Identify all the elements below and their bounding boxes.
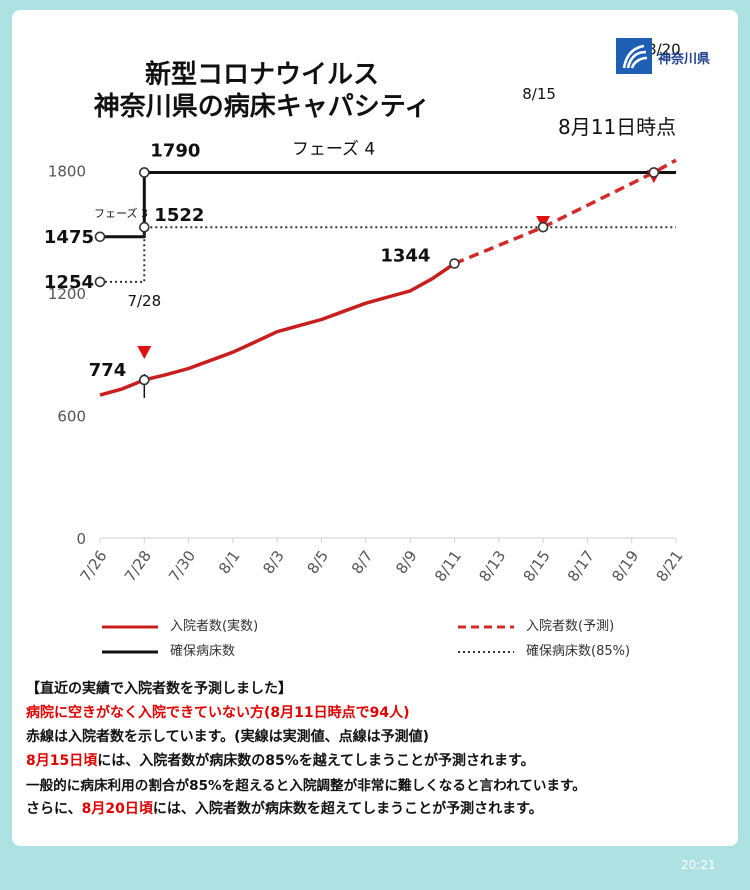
data-point [449,258,460,269]
annotation-label: 774 [89,360,127,381]
notes-line3: 8月15日頃には、入院者数が病床数の85%を越えてしまうことが予測されます。 [26,750,731,770]
annotation-label: 8/15 [522,85,556,103]
legend-label-forecast: 入院者数(予測) [526,619,615,634]
y-tick-label: 1800 [48,162,86,180]
notes-line5-text: には、入院者数が病床数を超えてしまうことが予測されます。 [152,801,543,817]
x-tick-label: 8/21 [653,547,687,585]
annotation-label: 8/20 [647,40,681,58]
annotation-label: 1522 [154,205,204,226]
legend-swatch-actual [102,625,158,629]
y-tick-label: 0 [76,530,86,548]
legend-label-actual: 入院者数(実数) [170,619,259,634]
series-line-0 [99,262,456,397]
x-tick-label: 8/15 [520,547,554,585]
legend-label-beds: 確保病床数 [170,644,236,659]
chart-card: 0 600 1200 1800 7/26 7/28 7/30 8/1 8/3 8/5 8/7 8/9 8… [12,10,738,846]
wave-icon [616,38,652,74]
x-tick-label: 8/11 [431,547,465,585]
notes-line1: 病院に空きがなく入院できていない方(8月11日時点で94人) [26,705,410,721]
notes-line3-date: 8月15日頃 [26,753,98,769]
x-tick-label: 8/7 [348,547,377,577]
y-tick-label: 1200 [48,285,86,303]
annotation-label: 7/28 [127,292,161,310]
y-tick-label: 600 [57,407,86,425]
data-point [139,167,150,178]
annotation-label: フェーズ 4 [292,139,375,159]
legend-swatch-beds [102,650,158,654]
x-tick-label: 8/3 [259,547,288,577]
chart-title-line2: 神奈川県の病床キャパシティ [93,92,431,122]
annotation-label: 1475 [44,227,94,248]
marker-triangle [137,345,152,359]
as-of-date: 8月11日時点 [558,115,677,139]
annotation-label: 1254 [44,272,94,293]
notes-line5-date: 8月20日頃 [81,801,153,817]
series-line-3 [100,226,676,283]
data-point [94,231,106,243]
x-tick-label: 8/1 [215,547,244,577]
data-point [648,167,660,178]
x-tick-label: 8/13 [475,547,509,585]
x-tick-label: 8/19 [608,547,642,585]
legend-label-beds85: 確保病床数(85%) [526,644,631,659]
series-line-1 [453,158,677,266]
x-tick-label: 7/26 [77,547,111,585]
data-point [537,221,549,233]
prefecture-logo-text: 神奈川県 [658,52,711,67]
legend-swatch-beds85 [458,651,514,653]
legend-swatch-forecast [458,625,514,629]
notes-line3-text: には、入院者数が病床数の85%を越えてしまうことが予測されます。 [97,753,535,769]
series-line-2 [100,171,676,239]
x-tick-label: 7/28 [121,547,155,585]
notes-line2: 赤線は入院者数を示しています。(実線は実測値、点線は予測値) [26,729,429,745]
notes-line4: 一般的に病床利用の割合が85%を超えると入院調整が非常に難しくなると言われていま… [26,778,586,794]
x-tick-label: 8/5 [304,547,333,577]
chart-plot: 0 600 1200 1800 7/26 7/28 7/30 8/1 8/3 8/5 8/7 8/9 8… [44,40,687,585]
data-point [139,374,150,386]
notes-line5-prefix: さらに、 [26,801,82,817]
screenshot-timestamp: 20:21 [681,858,716,872]
chart-title-line1: 新型コロナウイルス [144,60,379,90]
notes-line5: さらに、8月20日頃には、入院者数が病床数を超えてしまうことが予測されます。 [26,798,731,818]
annotation-label: 1344 [380,246,430,267]
annotation-label: フェーズ 3 [94,206,148,220]
data-point [139,221,150,233]
x-tick-label: 8/9 [392,547,421,577]
annotation-label: 1790 [150,140,200,161]
prefecture-logo-mark [616,38,652,74]
x-tick-label: 8/17 [564,547,598,585]
notes-heading: 【直近の実績で入院者数を予測しました】 [26,681,292,697]
data-point [94,276,106,288]
prefecture-logo: 神奈川県 [616,38,726,78]
x-tick-label: 7/30 [165,547,199,585]
